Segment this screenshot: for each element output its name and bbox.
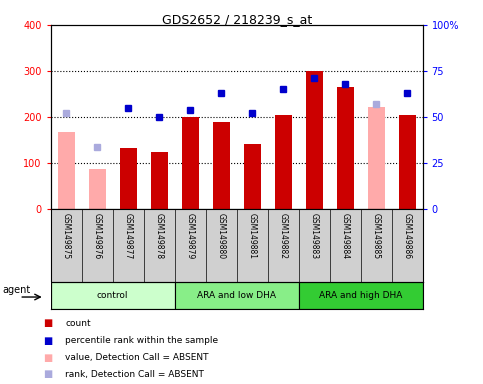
Text: ■: ■ (43, 318, 53, 328)
Text: control: control (97, 291, 128, 300)
Text: agent: agent (2, 285, 31, 295)
Text: GSM149879: GSM149879 (185, 213, 195, 259)
Text: GSM149884: GSM149884 (341, 213, 350, 259)
Text: GSM149883: GSM149883 (310, 213, 319, 259)
Bar (337, 87, 354, 209)
Bar (398, 115, 416, 209)
Bar (275, 115, 292, 209)
Text: percentile rank within the sample: percentile rank within the sample (65, 336, 218, 346)
Text: GDS2652 / 218239_s_at: GDS2652 / 218239_s_at (161, 13, 312, 26)
Bar (57, 132, 75, 209)
Text: rank, Detection Call = ABSENT: rank, Detection Call = ABSENT (65, 369, 204, 379)
Bar (306, 71, 323, 209)
Text: GSM149875: GSM149875 (62, 213, 71, 259)
Bar (120, 148, 137, 209)
Text: GSM149876: GSM149876 (93, 213, 102, 259)
Text: GSM149881: GSM149881 (248, 213, 256, 259)
Text: ARA and high DHA: ARA and high DHA (319, 291, 402, 300)
Bar (182, 117, 199, 209)
Text: GSM149880: GSM149880 (217, 213, 226, 259)
Text: GSM149877: GSM149877 (124, 213, 133, 259)
Text: GSM149886: GSM149886 (403, 213, 412, 259)
Bar (298, 282, 423, 309)
Text: ARA and low DHA: ARA and low DHA (197, 291, 276, 300)
Text: value, Detection Call = ABSENT: value, Detection Call = ABSENT (65, 353, 209, 362)
Text: GSM149878: GSM149878 (155, 213, 164, 259)
Text: ■: ■ (43, 336, 53, 346)
Bar (175, 282, 298, 309)
Text: ■: ■ (43, 353, 53, 363)
Text: GSM149882: GSM149882 (279, 213, 288, 259)
Text: GSM149885: GSM149885 (371, 213, 381, 259)
Bar (213, 122, 230, 209)
Bar (151, 152, 168, 209)
Bar (243, 144, 261, 209)
Bar (89, 169, 106, 209)
Text: count: count (65, 319, 91, 328)
Bar (368, 107, 384, 209)
Text: ■: ■ (43, 369, 53, 379)
Bar (51, 282, 175, 309)
